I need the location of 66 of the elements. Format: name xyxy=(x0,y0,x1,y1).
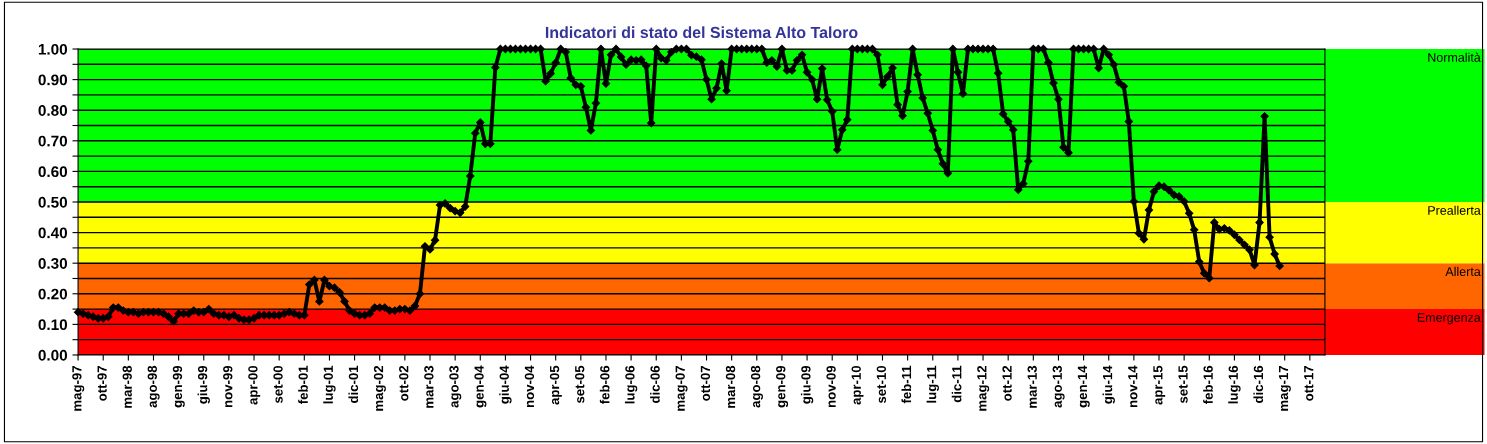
y-tick-label: 0.70 xyxy=(38,135,68,147)
x-tick-label: mag-17 xyxy=(1278,365,1291,411)
x-tick-label: ago-03 xyxy=(449,365,462,408)
x-tick-label: dic-11 xyxy=(951,365,962,403)
x-tick-label: ago-13 xyxy=(1052,365,1065,408)
y-tick-label: 0.30 xyxy=(38,258,68,269)
x-tick-label: nov-14 xyxy=(1128,365,1138,408)
band-label: Allerta xyxy=(1445,266,1481,277)
x-tick-label: apr-05 xyxy=(549,365,562,405)
x-tick-label: ott-97 xyxy=(97,365,107,401)
x-tick-label: gen-99 xyxy=(172,365,185,408)
y-tick-label: 0.40 xyxy=(38,227,68,239)
y-tick-label: 0.10 xyxy=(38,319,68,331)
y-tick-label: 0.90 xyxy=(38,74,68,86)
x-tick-label: lug-01 xyxy=(323,365,336,404)
y-tick-label: 1.00 xyxy=(38,43,68,55)
y-tick-label: 0.20 xyxy=(38,288,68,300)
y-tick-label: 0.00 xyxy=(38,349,68,361)
x-tick-label: apr-15 xyxy=(1153,365,1166,405)
x-tick-label: mag-97 xyxy=(72,365,85,411)
x-tick-label: lug-11 xyxy=(926,365,939,403)
x-tick-label: set-15 xyxy=(1178,365,1188,404)
x-tick-label: set-10 xyxy=(876,365,887,404)
x-tick-label: feb-06 xyxy=(599,365,610,405)
x-tick-label: ott-02 xyxy=(399,365,409,401)
band-label: Normalità xyxy=(1428,52,1481,62)
y-tick-label: 0.80 xyxy=(38,105,68,116)
x-tick-label: gen-09 xyxy=(776,365,789,408)
x-tick-label: ago-98 xyxy=(147,365,160,408)
y-tick-label: 0.50 xyxy=(38,196,68,208)
x-tick-label: lug-16 xyxy=(1228,365,1241,404)
x-tick-label: set-00 xyxy=(273,365,283,404)
x-tick-label: mag-07 xyxy=(675,365,688,411)
x-tick-label: nov-04 xyxy=(524,365,535,408)
x-tick-label: giu-99 xyxy=(197,365,210,404)
x-tick-label: mag-02 xyxy=(373,365,386,411)
x-tick-label: dic-01 xyxy=(348,365,359,403)
x-tick-label: mar-13 xyxy=(1027,365,1037,408)
y-tick-label: 0.60 xyxy=(38,166,68,178)
x-tick-label: feb-16 xyxy=(1203,365,1213,405)
x-tick-label: giu-09 xyxy=(800,365,814,404)
x-tick-label: dic-06 xyxy=(650,365,660,403)
chart-title: Indicatori di stato del Sistema Alto Taloro xyxy=(545,26,858,39)
band-label: Emergenza xyxy=(1417,313,1481,325)
x-tick-label: feb-11 xyxy=(901,365,912,404)
x-tick-label: gen-14 xyxy=(1077,365,1090,408)
x-tick-label: lug-06 xyxy=(624,365,638,404)
x-tick-label: gen-04 xyxy=(474,365,487,408)
x-tick-label: mar-98 xyxy=(122,365,132,408)
x-tick-label: ott-12 xyxy=(1002,365,1012,401)
x-tick-label: mar-08 xyxy=(725,365,736,408)
band-label: Preallerta xyxy=(1428,205,1481,215)
x-tick-label: apr-00 xyxy=(248,365,261,405)
x-tick-label: mag-12 xyxy=(977,365,990,411)
x-tick-label: ago-08 xyxy=(750,365,763,408)
x-tick-label: ott-17 xyxy=(1304,365,1314,401)
x-tick-label: ott-07 xyxy=(700,365,711,401)
x-tick-label: nov-99 xyxy=(223,365,233,408)
x-tick-label: mar-03 xyxy=(424,365,434,408)
x-tick-label: giu-04 xyxy=(499,365,512,404)
x-tick-label: apr-10 xyxy=(851,365,864,405)
x-tick-label: feb-01 xyxy=(298,365,308,405)
x-tick-label: set-05 xyxy=(575,365,585,404)
x-tick-label: giu-14 xyxy=(1102,365,1115,404)
x-tick-label: dic-16 xyxy=(1253,365,1264,403)
x-tick-label: nov-09 xyxy=(826,365,836,408)
